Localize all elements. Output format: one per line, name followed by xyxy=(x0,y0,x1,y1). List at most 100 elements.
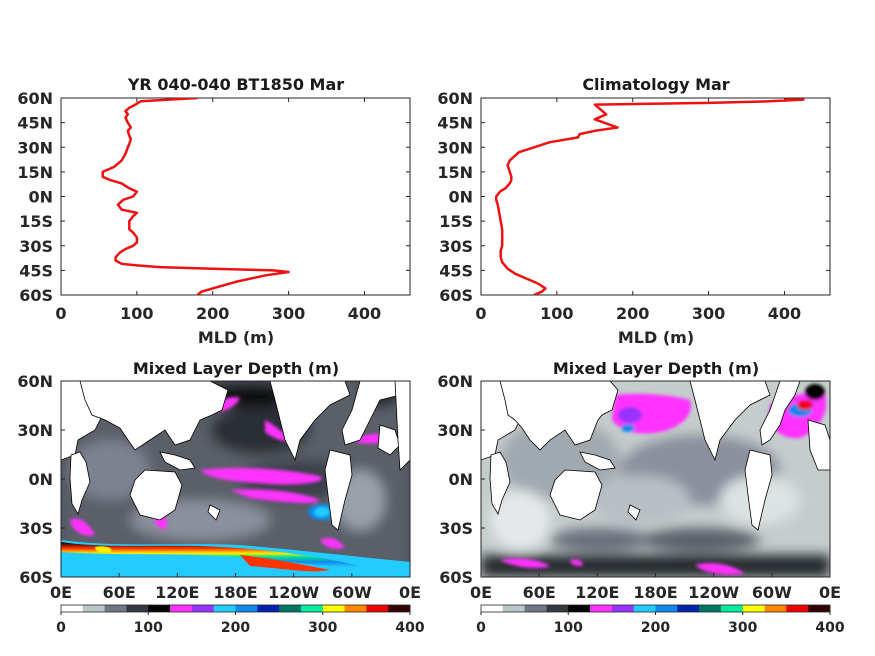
axis-ticks: 0 100 200 300 400 60N 45N 30N 15N 0N 15S 30S 45S 60S xyxy=(437,89,830,323)
map-title: Mixed Layer Depth (m) xyxy=(553,359,759,378)
x-tick-label: 180E xyxy=(633,583,677,602)
y-tick-label: 30S xyxy=(439,519,473,538)
series-line-mld xyxy=(494,98,805,295)
land-mask xyxy=(61,381,410,531)
colorbar-segment xyxy=(764,605,787,612)
x-tick-label: 0 xyxy=(55,304,66,323)
y-tick-label: 30N xyxy=(437,138,473,157)
x-tick-label: 120W xyxy=(268,583,319,602)
y-tick-label: 45S xyxy=(439,261,473,280)
colorbar-segment xyxy=(699,605,722,612)
colorbar-segment xyxy=(786,605,809,612)
axis-ticks: 0 100 200 300 400 60N 45N 30N 15N 0N 15S 30S 45S 60S xyxy=(17,89,410,323)
y-tick-label: 60N xyxy=(17,372,53,391)
colorbar-segment xyxy=(481,605,504,612)
colorbar-segment xyxy=(388,605,411,612)
plot-frame xyxy=(480,97,831,296)
colorbar-segment xyxy=(170,605,193,612)
chart-title: Climatology Mar xyxy=(582,75,729,94)
x-tick-label: 60E xyxy=(523,583,556,602)
colorbar-tick-label: 400 xyxy=(815,620,844,636)
y-tick-label: 0N xyxy=(28,188,53,207)
colorbar-segment xyxy=(191,605,215,612)
y-tick-label: 60S xyxy=(439,568,473,587)
colorbar-segment xyxy=(213,605,236,612)
x-tick-label: 0E xyxy=(819,583,841,602)
colorbar-segment xyxy=(590,605,613,612)
y-tick-label: 30S xyxy=(19,237,53,256)
x-tick-label: 120E xyxy=(155,583,199,602)
chart-title: YR 040-040 BT1850 Mar xyxy=(127,75,344,94)
x-tick-label: 400 xyxy=(348,304,381,323)
colorbar-segment xyxy=(82,605,106,612)
colorbar: 0 100 200 300 400 xyxy=(476,604,845,636)
plot-frame xyxy=(60,97,411,296)
colorbar-segment xyxy=(235,605,258,612)
y-tick-label: 0N xyxy=(448,470,473,489)
y-tick-label: 30N xyxy=(17,138,53,157)
colorbar-tick-label: 300 xyxy=(728,620,757,636)
colorbar-segment xyxy=(322,605,346,612)
colorbar-tick-label: 100 xyxy=(554,620,583,636)
colorbar-tick-label: 0 xyxy=(476,620,486,636)
y-tick-label: 15S xyxy=(19,212,53,231)
mld-map-climatology: Mixed Layer Depth (m) xyxy=(437,359,845,636)
x-axis-label: MLD (m) xyxy=(198,328,274,347)
x-tick-label: 180E xyxy=(213,583,257,602)
x-tick-label: 100 xyxy=(540,304,573,323)
y-tick-label: 60N xyxy=(17,89,53,108)
series-line-mld xyxy=(101,98,290,295)
x-axis-label: MLD (m) xyxy=(618,328,694,347)
y-tick-label: 30S xyxy=(439,237,473,256)
x-tick-label: 400 xyxy=(768,304,801,323)
y-tick-label: 60S xyxy=(439,286,473,305)
y-tick-label: 30N xyxy=(437,421,473,440)
y-tick-label: 60N xyxy=(437,89,473,108)
x-tick-label: 0E xyxy=(399,583,421,602)
x-tick-label: 0 xyxy=(475,304,486,323)
y-tick-label: 30N xyxy=(17,421,53,440)
colorbar-segment xyxy=(126,605,149,612)
map-title: Mixed Layer Depth (m) xyxy=(133,359,339,378)
x-tick-label: 0E xyxy=(470,583,492,602)
colorbar-segment xyxy=(502,605,526,612)
x-tick-label: 120E xyxy=(575,583,619,602)
profile-chart-climatology: Climatology Mar 0 100 200 300 400 60N 45N 30N 15… xyxy=(437,75,831,347)
x-tick-label: 60W xyxy=(752,583,792,602)
colorbar-segment xyxy=(655,605,678,612)
map-axis-ticks: 0E 60E 120E 180E 120W 60W 0E 60N 30N 0N 30S 60S xyxy=(437,372,841,602)
colorbar-segment xyxy=(524,605,547,612)
mld-map-model: Mixed Layer Depth (m) xyxy=(17,359,425,636)
colorbar-segment xyxy=(808,605,831,612)
colorbar-tick-label: 200 xyxy=(221,620,250,636)
y-tick-label: 15N xyxy=(17,163,53,182)
x-tick-label: 120W xyxy=(688,583,739,602)
colorbar-segment xyxy=(677,605,700,612)
y-tick-label: 45S xyxy=(19,261,53,280)
map-axis-ticks: 0E 60E 120E 180E 120W 60W 0E 60N 30N 0N 30S 60S xyxy=(17,372,421,602)
y-tick-label: 0N xyxy=(28,470,53,489)
y-tick-label: 15S xyxy=(439,212,473,231)
y-tick-label: 45N xyxy=(17,114,53,133)
y-tick-label: 15N xyxy=(437,163,473,182)
y-tick-label: 60S xyxy=(19,568,53,587)
x-tick-label: 0E xyxy=(50,583,72,602)
colorbar-tick-label: 200 xyxy=(641,620,670,636)
x-tick-label: 300 xyxy=(692,304,725,323)
colorbar-segment xyxy=(366,605,389,612)
colorbar-tick-label: 400 xyxy=(395,620,424,636)
y-tick-label: 60S xyxy=(19,286,53,305)
x-tick-label: 300 xyxy=(272,304,305,323)
x-tick-label: 60E xyxy=(103,583,136,602)
colorbar-segment xyxy=(300,605,324,612)
colorbar-segment xyxy=(61,605,84,612)
y-tick-label: 0N xyxy=(448,188,473,207)
colorbar-segment xyxy=(279,605,302,612)
profile-chart-model: YR 040-040 BT1850 Mar 0 100 200 300 400 60N 45… xyxy=(17,75,411,347)
colorbar-segment xyxy=(633,605,656,612)
x-tick-label: 100 xyxy=(120,304,153,323)
colorbar-segment xyxy=(104,605,127,612)
colorbar-tick-label: 100 xyxy=(134,620,163,636)
x-tick-label: 200 xyxy=(616,304,649,323)
